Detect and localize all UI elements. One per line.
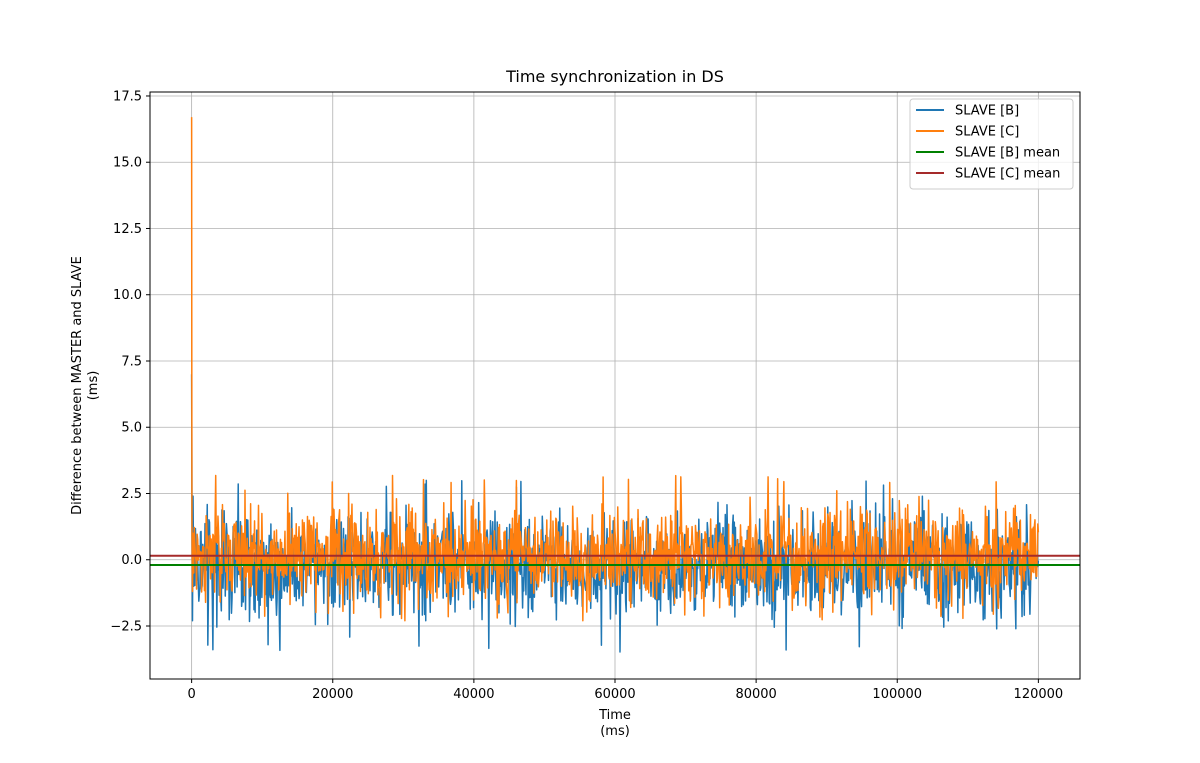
x-tick-label: 40000 [453,687,494,702]
x-tick-label: 20000 [312,687,353,702]
x-tick-label: 120000 [1014,687,1064,702]
x-tick-label: 80000 [735,687,776,702]
series-line [190,117,1040,622]
legend-label: SLAVE [C] mean [955,167,1060,182]
x-tick-label: 60000 [594,687,635,702]
chart-title: Time synchronization in DS [505,67,724,86]
y-axis-label-line: (ms) [86,371,101,401]
y-axis-label: Difference between MASTER and SLAVE (ms) [70,256,101,515]
y-tick-label: 17.5 [113,89,142,104]
y-tick-label: 0.0 [121,553,142,568]
y-tick-label: 7.5 [121,354,142,369]
x-tick-label: 100000 [872,687,922,702]
y-tick-label: 10.0 [113,288,142,303]
y-axis-label-line: Difference between MASTER and SLAVE [70,256,85,515]
series-layer [150,117,1080,653]
y-tick-label: 15.0 [113,156,142,171]
legend-label: SLAVE [B] mean [955,146,1060,161]
x-tick-label: 0 [187,687,195,702]
y-tick-label: 5.0 [121,421,142,436]
y-tick-label: 2.5 [121,487,142,502]
legend-label: SLAVE [B] [955,104,1019,119]
ticks: 0 20000 40000 60000 80000 100000 120000 −2.5 0.0… [110,89,1063,702]
x-axis-label: Time(ms) [598,708,631,739]
legend-box [909,98,1074,190]
y-tick-label: −2.5 [110,619,142,634]
legend-label: SLAVE [C] [955,125,1019,140]
x-axis-label-line: Time [598,708,631,723]
x-axis-label-line: (ms) [600,724,630,739]
y-tick-label: 12.5 [113,222,142,237]
legend: SLAVE [B] SLAVE [C] SLAVE [B] mean SLAVE [C… [909,98,1074,190]
